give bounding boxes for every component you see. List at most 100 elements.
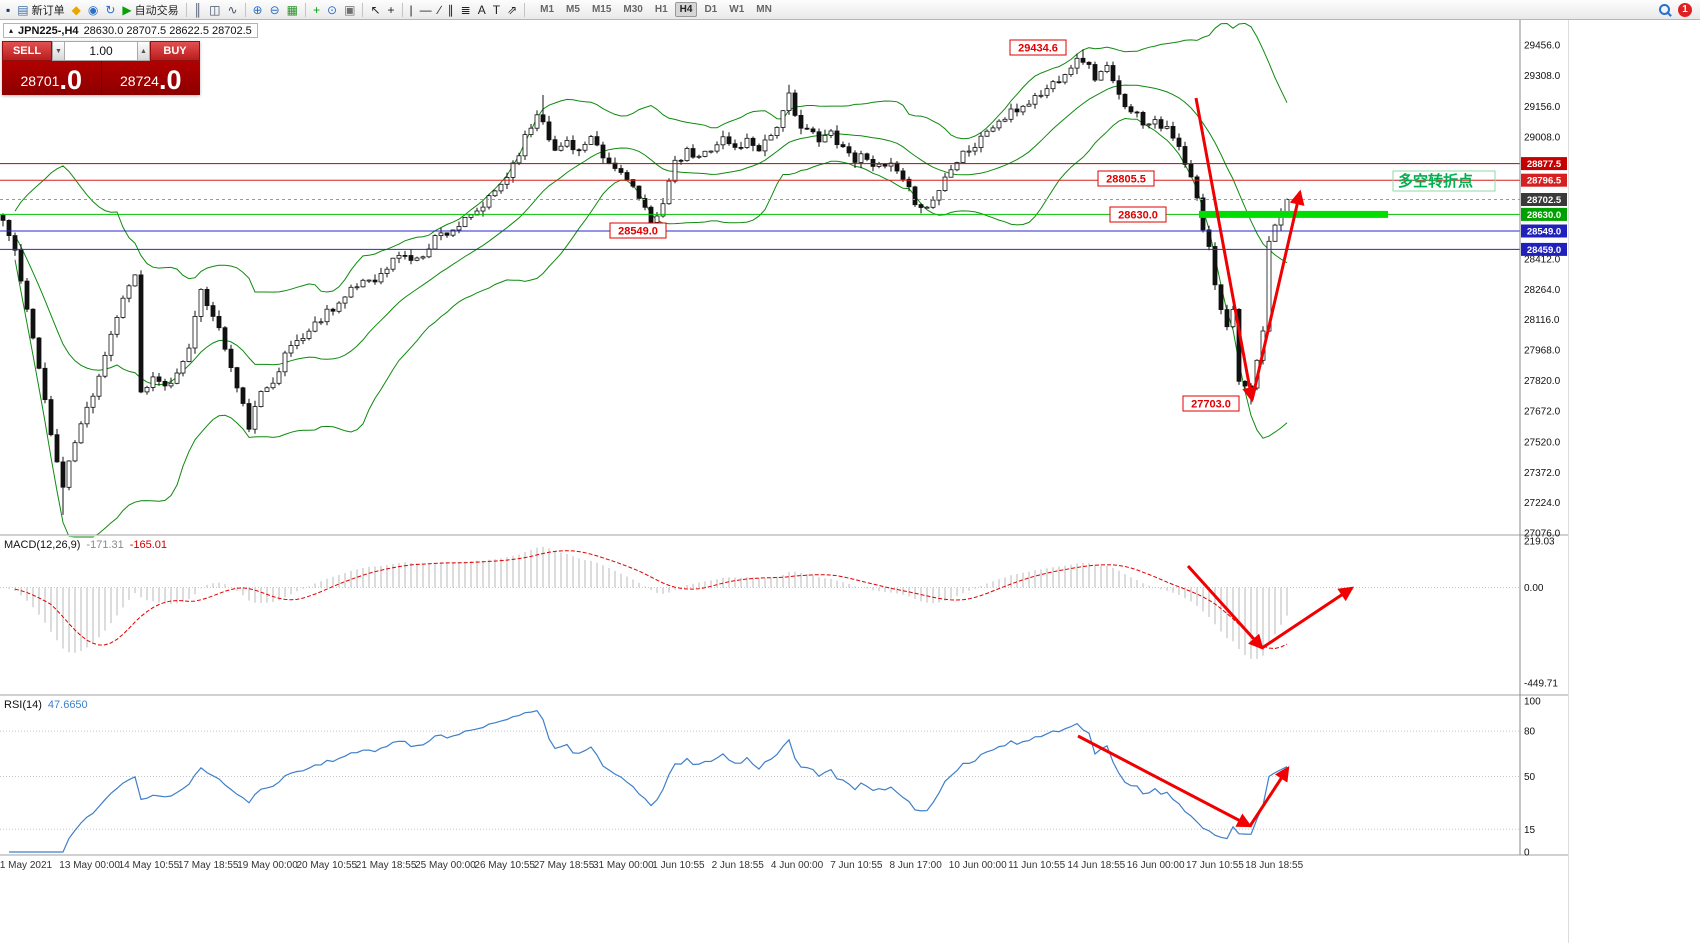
trend-arrow-main[interactable] bbox=[1194, 97, 1258, 403]
time-axis-label: 31 May 00:00 bbox=[593, 860, 654, 871]
toolbar-separator bbox=[524, 2, 526, 17]
shapes-icon[interactable]: ⇗ bbox=[504, 1, 520, 18]
price-tag-28702.5 bbox=[1521, 193, 1567, 206]
time-axis-label: 1 Jun 10:55 bbox=[652, 860, 705, 871]
price-tag-label: 28877.5 bbox=[1527, 159, 1562, 170]
tile-windows-icon[interactable]: ▦ bbox=[284, 1, 301, 18]
time-axis-label: 16 Jun 00:00 bbox=[1127, 860, 1185, 871]
time-axis-label: 10 Jun 00:00 bbox=[949, 860, 1007, 871]
time-axis-label: 11 May 2021 bbox=[0, 860, 53, 871]
fibonacci-icon[interactable]: ≣ bbox=[458, 1, 474, 18]
metaeditor-icon[interactable]: ◆ bbox=[69, 1, 84, 18]
timeframe-m15[interactable]: M15 bbox=[591, 4, 612, 15]
timeframe-m1[interactable]: M1 bbox=[540, 4, 555, 15]
horizontal-line-icon[interactable]: — bbox=[417, 1, 435, 18]
time-axis-label: 27 May 18:55 bbox=[534, 860, 595, 871]
rsi-axis-tick: 15 bbox=[1524, 825, 1536, 836]
terminal-icon-glyph: ◉ bbox=[87, 2, 99, 17]
trend-turning-point-text[interactable]: 多空转折点 bbox=[1398, 172, 1473, 190]
time-axis-label: 8 Jun 17:00 bbox=[890, 860, 943, 871]
vertical-line-icon[interactable]: | bbox=[407, 1, 416, 18]
time-axis-label: 25 May 00:00 bbox=[415, 860, 476, 871]
rsi-axis-tick: 0 bbox=[1524, 848, 1530, 859]
timeframe-w1[interactable]: W1 bbox=[729, 4, 745, 15]
bollinger-lower-band bbox=[14, 117, 1288, 538]
candle-chart-mode-icon[interactable]: ◫ bbox=[206, 1, 223, 18]
sell-button[interactable]: SELL bbox=[2, 41, 52, 61]
timeframe-h1[interactable]: H1 bbox=[654, 4, 668, 15]
price-callout[interactable]: 28630.0 bbox=[1109, 206, 1167, 223]
cursor-icon[interactable]: ↖ bbox=[367, 1, 383, 18]
app-icon[interactable]: ▪ bbox=[3, 1, 13, 18]
price-callout[interactable]: 28805.5 bbox=[1097, 170, 1155, 187]
macd-main-value: -171.31 bbox=[86, 539, 124, 551]
macd-axis-tick: 219.03 bbox=[1524, 537, 1555, 548]
crosshair-icon[interactable]: + bbox=[385, 1, 398, 18]
buy-button[interactable]: BUY bbox=[150, 41, 200, 61]
charts-cycle-icon[interactable]: ⊙ bbox=[324, 1, 340, 18]
label-icon[interactable]: T bbox=[490, 1, 503, 18]
add-indicator-icon[interactable]: + bbox=[310, 1, 323, 18]
buy-price[interactable]: 28724.0 bbox=[101, 61, 200, 95]
channel-icon[interactable]: ∥ bbox=[445, 1, 457, 18]
price-chart-canvas: 多空转折点 29434.6 28805.5 28630.0 28549.0 27703.0… bbox=[0, 20, 1568, 871]
volume-input[interactable] bbox=[65, 41, 137, 61]
toolbar-separator bbox=[185, 2, 187, 17]
trend-arrow-macd[interactable] bbox=[1186, 564, 1264, 650]
timeframe-d1[interactable]: D1 bbox=[704, 4, 718, 15]
price-callout[interactable]: 28549.0 bbox=[609, 222, 667, 239]
sell-price-frac: .0 bbox=[59, 65, 82, 95]
trend-arrow-macd[interactable] bbox=[1261, 586, 1354, 650]
zoom-out-icon[interactable]: ⊖ bbox=[267, 1, 283, 18]
volume-decrease-button[interactable]: ▼ bbox=[52, 41, 65, 61]
price-axis-tick: 29156.0 bbox=[1524, 102, 1561, 113]
rsi-axis-tick: 100 bbox=[1524, 696, 1541, 707]
timeframe-m5[interactable]: M5 bbox=[566, 4, 580, 15]
new-order-button[interactable]: ▤ 新订单 bbox=[14, 1, 67, 18]
charts-cycle-icon-glyph: ⊙ bbox=[327, 2, 338, 17]
price-tag-28796.5 bbox=[1521, 173, 1567, 187]
bar-chart-mode-icon-glyph: ║ bbox=[193, 2, 203, 17]
trendline-icon[interactable]: ∕ bbox=[436, 1, 444, 18]
trend-arrow-main[interactable] bbox=[1250, 189, 1305, 401]
template-icon-glyph: ▣ bbox=[344, 2, 356, 17]
sell-price[interactable]: 28701.0 bbox=[2, 61, 102, 95]
terminal-icon[interactable]: ◉ bbox=[85, 1, 101, 18]
svg-text:28549.0: 28549.0 bbox=[618, 226, 658, 238]
price-tag-label: 28630.0 bbox=[1527, 210, 1561, 221]
candles bbox=[0, 49, 1290, 515]
autotrade-button[interactable]: ▶ 自动交易 bbox=[119, 1, 181, 18]
price-tag-28630.0 bbox=[1521, 207, 1567, 221]
timeframe-m30[interactable]: M30 bbox=[623, 4, 643, 15]
svg-text:28805.5: 28805.5 bbox=[1106, 174, 1146, 186]
add-indicator-icon-glyph: + bbox=[313, 2, 321, 17]
trend-arrow-rsi[interactable] bbox=[1077, 734, 1253, 828]
trade-controls-row: SELL ▼ ▲ BUY bbox=[2, 41, 200, 61]
trend-arrow-rsi[interactable] bbox=[1248, 765, 1290, 827]
candle-chart-mode-icon-glyph: ◫ bbox=[209, 2, 221, 17]
zoom-in-icon-glyph: ⊕ bbox=[252, 2, 263, 17]
vertical-line-icon-glyph: | bbox=[409, 2, 413, 17]
bar-chart-mode-icon[interactable]: ║ bbox=[191, 1, 206, 18]
price-axis-tick: 27672.0 bbox=[1524, 406, 1561, 417]
volume-increase-button[interactable]: ▲ bbox=[137, 41, 150, 61]
refresh-icon[interactable]: ↻ bbox=[102, 1, 118, 18]
timeframe-h4[interactable]: H4 bbox=[674, 2, 698, 17]
tile-windows-icon-glyph: ▦ bbox=[286, 2, 299, 17]
text-icon[interactable]: A bbox=[475, 1, 489, 18]
price-callout[interactable]: 29434.6 bbox=[1009, 39, 1067, 56]
chart-window[interactable]: 多空转折点 29434.6 28805.5 28630.0 28549.0 27703.0… bbox=[0, 20, 1568, 943]
symbol-name: JPN225-,H4 bbox=[18, 24, 79, 37]
search-icon[interactable] bbox=[1659, 4, 1670, 15]
right-empty-area bbox=[1568, 20, 1700, 943]
time-axis-label: 2 Jun 18:55 bbox=[712, 860, 765, 871]
svg-text:27703.0: 27703.0 bbox=[1191, 399, 1231, 411]
price-axis-tick: 27820.0 bbox=[1524, 376, 1561, 387]
zoom-in-icon[interactable]: ⊕ bbox=[250, 1, 266, 18]
price-callout[interactable]: 27703.0 bbox=[1182, 395, 1240, 412]
template-icon[interactable]: ▣ bbox=[341, 1, 358, 18]
price-axis-tick: 28264.0 bbox=[1524, 285, 1561, 296]
timeframe-mn[interactable]: MN bbox=[756, 4, 772, 15]
notification-badge[interactable]: 1 bbox=[1678, 2, 1692, 17]
line-chart-mode-icon[interactable]: ∿ bbox=[224, 1, 240, 18]
